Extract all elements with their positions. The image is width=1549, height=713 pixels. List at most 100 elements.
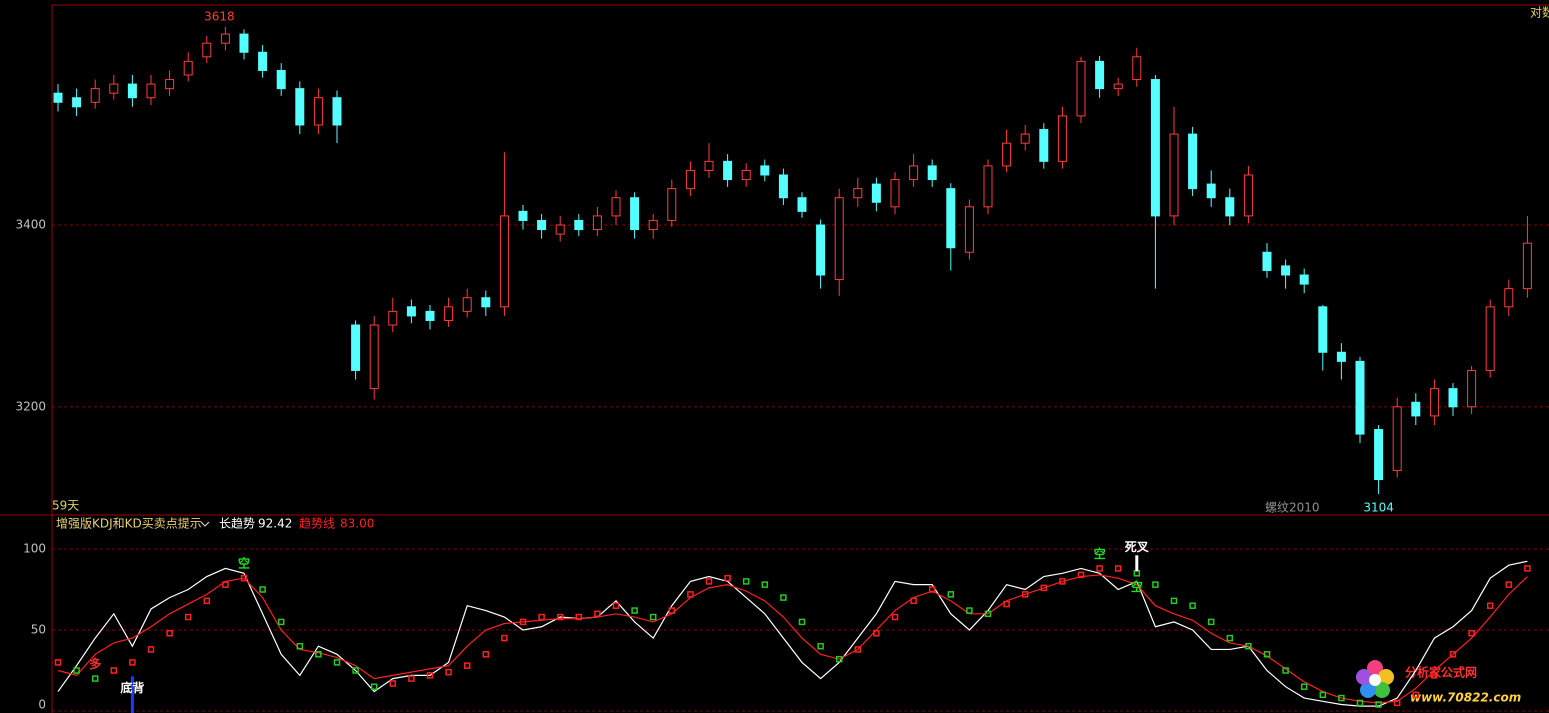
candle-body [964,206,974,253]
signal-label: 死叉 [1125,540,1150,554]
step-marker [277,618,285,626]
indicator-line [57,574,1528,704]
step-marker [482,651,490,658]
candle-body [1429,388,1439,417]
step-marker [854,646,862,653]
step-marker [1114,565,1122,572]
candle-body [146,83,156,99]
step-marker [315,651,322,658]
step-marker [1468,629,1475,637]
candle-body [741,169,751,181]
candle-body [481,297,491,308]
step-marker [928,586,936,593]
indicator-line [57,560,1528,707]
step-marker [724,574,731,582]
step-marker [705,578,713,585]
candle-body [258,51,268,71]
step-marker [1356,699,1364,707]
signal-label: 空 [238,556,250,571]
indicator-title[interactable]: 增强版KDJ和KD买卖点提示 [56,516,202,531]
step-marker [798,618,806,626]
candle-body [648,219,658,231]
candle-body [1504,288,1514,308]
step-marker [780,594,787,601]
step-marker [1431,672,1438,679]
candle-body [1522,242,1532,290]
step-marker [1021,591,1029,598]
candle-body [1336,351,1346,362]
step-marker [1152,581,1159,588]
step-marker [1040,584,1048,592]
candle-body [871,183,881,203]
signal-label: 多 [89,656,101,671]
candle-body [834,197,844,281]
candle-body [499,215,509,308]
candle-body [983,165,993,208]
candle-body [1132,56,1142,81]
candle-body [927,165,937,181]
candle-body [406,306,416,317]
step-marker [1319,691,1327,699]
legend-name: 趋势线 [299,517,335,531]
candle-body [183,60,193,76]
step-marker [631,607,638,614]
step-marker [1486,602,1494,609]
candle-body [518,210,528,221]
step-marker [575,613,583,621]
step-marker [1412,691,1420,699]
candle-body [667,188,677,221]
step-marker [1207,618,1215,626]
step-marker [1300,683,1308,690]
candle-body [1318,306,1328,353]
step-marker [687,591,694,598]
step-marker [370,683,378,690]
step-marker [817,642,824,650]
step-marker [984,610,992,618]
candle-body [165,79,175,90]
candle-body [1095,60,1105,90]
step-marker [594,610,601,618]
period-label: 59天 [52,499,79,513]
candle-body [462,297,472,312]
candle-body [90,88,100,103]
step-marker [835,655,843,663]
step-marker [1375,701,1382,708]
candle-body [704,160,714,171]
step-marker [54,659,62,666]
candle-body [909,165,919,181]
candle-body [1057,115,1067,162]
step-marker [203,597,211,605]
candle-body [1411,401,1421,417]
candle-body [574,219,584,231]
candle-body [1374,429,1384,481]
step-marker [1226,634,1234,642]
signal-label: 底背 [120,680,144,695]
candle-body [1113,83,1123,90]
step-marker [1449,651,1457,658]
step-marker [1282,667,1289,674]
step-marker [1189,602,1196,609]
candle-body [760,165,770,176]
step-marker [389,680,397,687]
scale-label[interactable]: 对数 [1530,5,1549,20]
candle-body [1225,197,1235,217]
step-marker [1077,571,1085,579]
candle-body [313,97,323,126]
watermark-title: 分析家公式网 [1405,665,1477,680]
candle-body [778,174,788,199]
step-marker [1524,565,1531,572]
step-marker [166,629,173,637]
step-marker [426,672,434,679]
y-tick-label: 100 [23,542,46,556]
candle-body [555,224,565,235]
candle-body [1243,174,1253,217]
step-marker [73,667,80,674]
candle-body [630,197,640,231]
legend-value: 92.42 [258,517,292,531]
step-marker [612,602,620,609]
step-marker [1003,600,1010,608]
candle-body [127,83,137,99]
dropdown-arrow[interactable] [200,521,210,527]
candle-body [853,188,863,199]
